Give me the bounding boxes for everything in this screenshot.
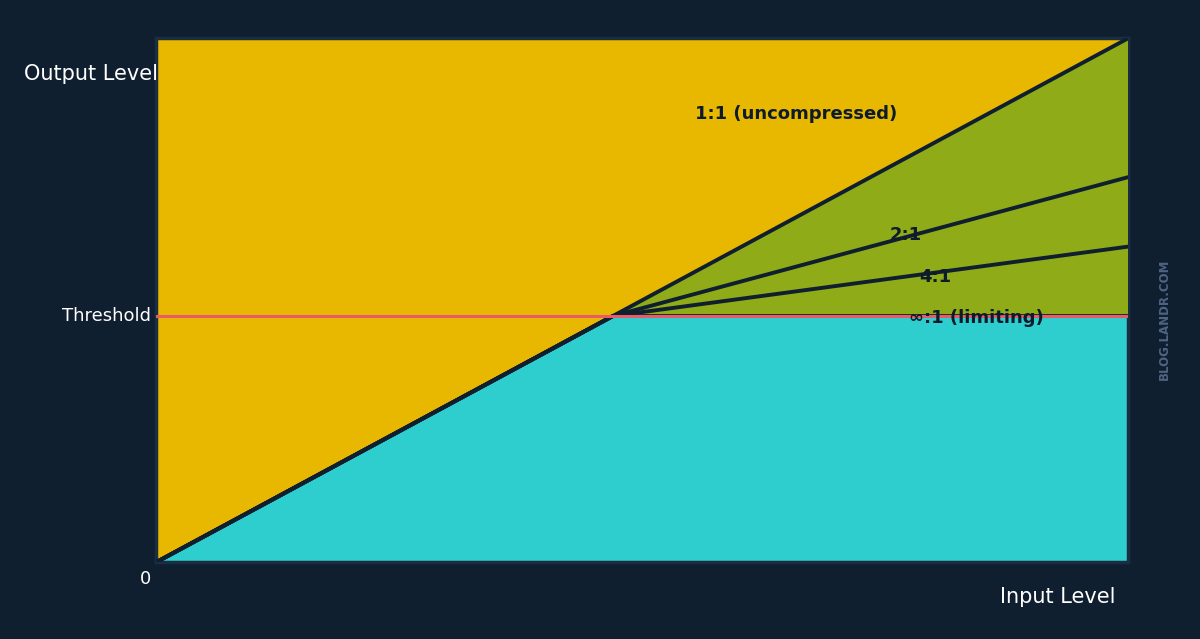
Text: Threshold: Threshold (62, 307, 151, 325)
Text: ∞:1 (limiting): ∞:1 (limiting) (910, 309, 1044, 327)
Polygon shape (613, 38, 1128, 316)
Text: BLOG.LANDR.COM: BLOG.LANDR.COM (1158, 259, 1170, 380)
Polygon shape (156, 38, 1128, 562)
Text: Output Level: Output Level (24, 64, 158, 84)
Text: 4:1: 4:1 (919, 268, 952, 286)
Text: 2:1: 2:1 (890, 226, 922, 244)
Text: 1:1 (uncompressed): 1:1 (uncompressed) (696, 105, 898, 123)
Text: 0: 0 (140, 570, 151, 588)
Text: Input Level: Input Level (1001, 587, 1116, 607)
Polygon shape (156, 316, 1128, 562)
